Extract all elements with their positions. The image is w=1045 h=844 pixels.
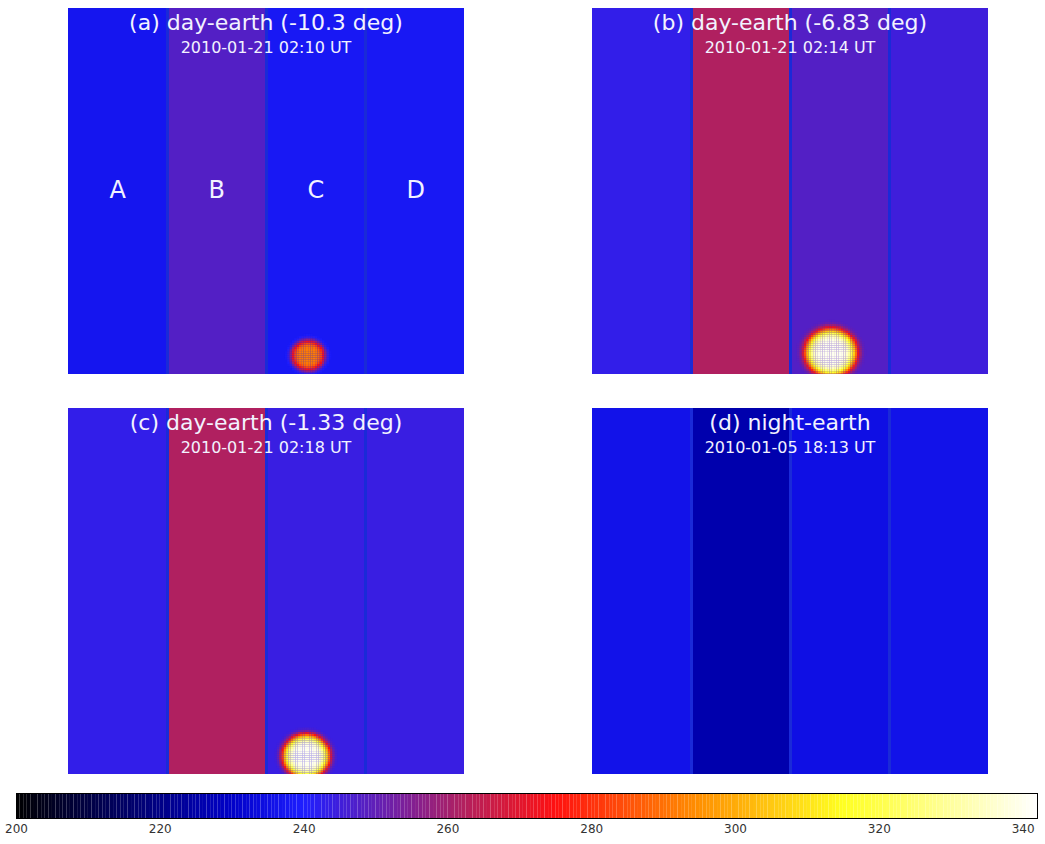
html-text:2010-01-21 02:14 UT: 2010-01-21 02:14 UT <box>704 38 876 57</box>
svg-text:320: 320 <box>868 822 891 836</box>
html-text:2010-01-21 02:10 UT: 2010-01-21 02:10 UT <box>180 38 352 57</box>
svg-text:220: 220 <box>149 822 172 836</box>
html-text:C: C <box>307 176 325 204</box>
html-text:B: B <box>208 176 225 204</box>
html-text:D: D <box>406 176 425 204</box>
html-text:(d) night-earth: (d) night-earth <box>709 410 871 435</box>
html-text:2010-01-05 18:13 UT: 2010-01-05 18:13 UT <box>704 438 876 457</box>
html-text:(a) day-earth (-10.3 deg): (a) day-earth (-10.3 deg) <box>129 10 403 35</box>
html-text:(c) day-earth (-1.33 deg): (c) day-earth (-1.33 deg) <box>129 410 403 435</box>
svg-text:300: 300 <box>724 822 747 836</box>
svg-text:340: 340 <box>1012 822 1035 836</box>
html-text:2010-01-21 02:18 UT: 2010-01-21 02:18 UT <box>180 438 352 457</box>
svg-text:280: 280 <box>580 822 603 836</box>
svg-text:260: 260 <box>436 822 459 836</box>
html-text:A: A <box>109 176 126 204</box>
html-text:(b) day-earth (-6.83 deg): (b) day-earth (-6.83 deg) <box>652 10 928 35</box>
svg-text:200: 200 <box>5 822 28 836</box>
svg-text:240: 240 <box>293 822 316 836</box>
